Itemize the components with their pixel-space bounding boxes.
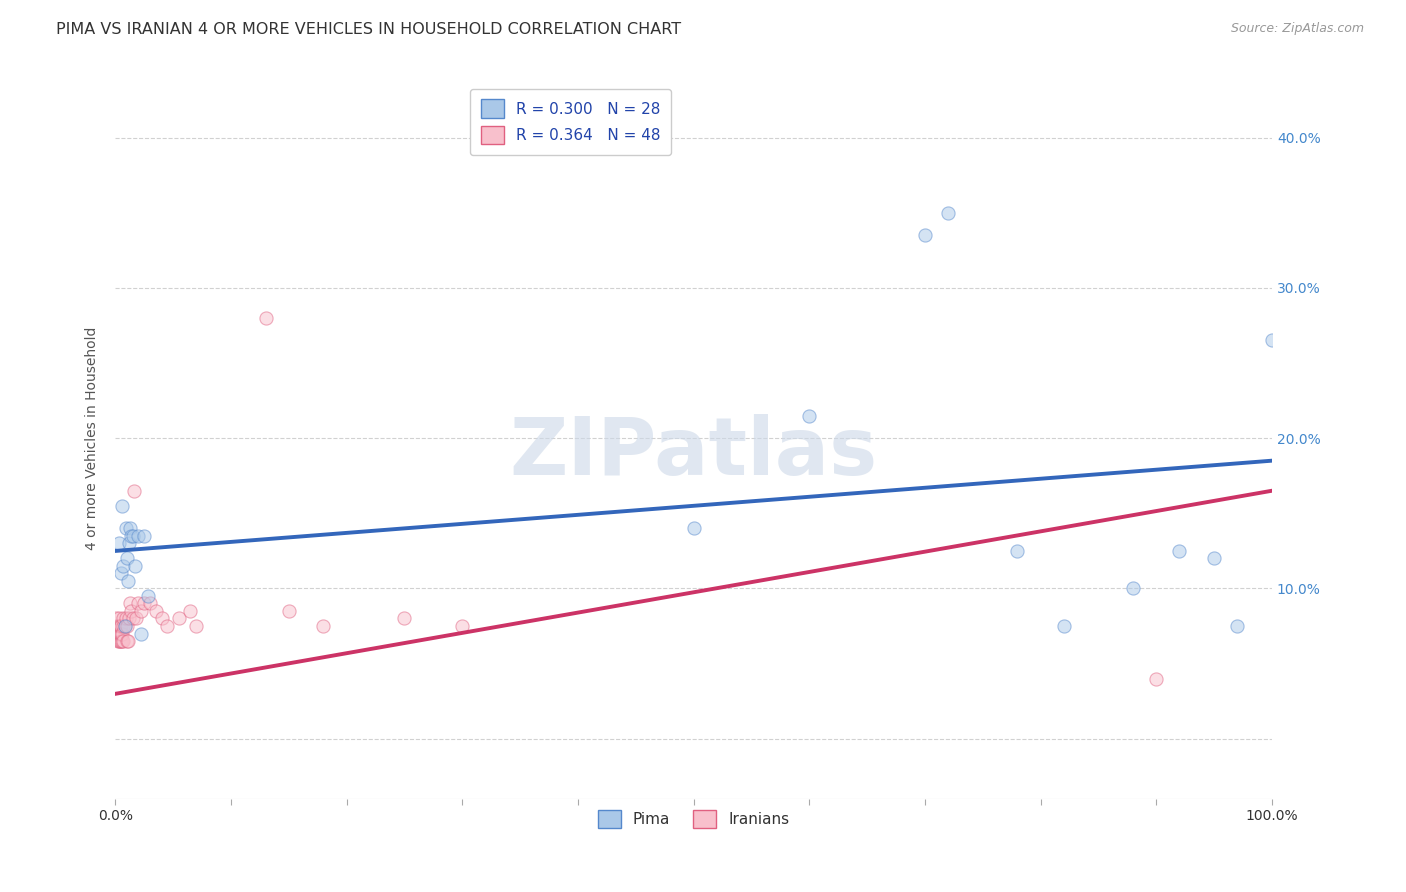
Point bbox=[1226, 619, 1249, 633]
Point bbox=[167, 611, 190, 625]
Point bbox=[134, 529, 156, 543]
Point bbox=[108, 634, 131, 648]
Point bbox=[114, 611, 136, 625]
Point bbox=[1144, 672, 1167, 686]
Point bbox=[129, 626, 152, 640]
Point bbox=[112, 619, 135, 633]
Point bbox=[451, 619, 474, 633]
Point bbox=[179, 604, 201, 618]
Point bbox=[110, 619, 132, 633]
Point bbox=[145, 604, 167, 618]
Point bbox=[110, 566, 132, 581]
Point bbox=[121, 604, 143, 618]
Point bbox=[107, 626, 129, 640]
Point bbox=[1204, 551, 1226, 566]
Point bbox=[107, 619, 129, 633]
Point bbox=[105, 626, 128, 640]
Point bbox=[117, 634, 139, 648]
Point bbox=[110, 626, 132, 640]
Point bbox=[136, 589, 159, 603]
Point bbox=[115, 634, 138, 648]
Point bbox=[277, 604, 299, 618]
Point bbox=[120, 597, 142, 611]
Point bbox=[120, 521, 142, 535]
Point bbox=[107, 536, 129, 550]
Point bbox=[914, 228, 936, 243]
Point bbox=[122, 483, 145, 498]
Point bbox=[118, 611, 141, 625]
Point bbox=[110, 634, 132, 648]
Point bbox=[111, 626, 134, 640]
Point bbox=[125, 611, 148, 625]
Point bbox=[121, 529, 143, 543]
Point bbox=[124, 558, 146, 573]
Point bbox=[107, 619, 129, 633]
Point bbox=[114, 619, 136, 633]
Point bbox=[105, 611, 128, 625]
Point bbox=[107, 634, 129, 648]
Point bbox=[115, 619, 138, 633]
Point bbox=[394, 611, 416, 625]
Point bbox=[112, 611, 135, 625]
Point bbox=[799, 409, 821, 423]
Point bbox=[121, 611, 143, 625]
Point bbox=[1053, 619, 1076, 633]
Point bbox=[107, 626, 129, 640]
Point bbox=[115, 551, 138, 566]
Point bbox=[114, 619, 136, 633]
Point bbox=[121, 529, 143, 543]
Point bbox=[114, 521, 136, 535]
Point bbox=[112, 558, 135, 573]
Point bbox=[1122, 582, 1144, 596]
Point bbox=[1261, 334, 1284, 348]
Point bbox=[156, 619, 179, 633]
Point bbox=[127, 529, 149, 543]
Y-axis label: 4 or more Vehicles in Household: 4 or more Vehicles in Household bbox=[86, 326, 100, 549]
Point bbox=[936, 205, 959, 219]
Point bbox=[186, 619, 208, 633]
Point bbox=[312, 619, 335, 633]
Point bbox=[111, 499, 134, 513]
Point bbox=[112, 634, 135, 648]
Point bbox=[107, 611, 129, 625]
Point bbox=[111, 634, 134, 648]
Legend: Pima, Iranians: Pima, Iranians bbox=[592, 804, 796, 835]
Point bbox=[139, 597, 162, 611]
Text: Source: ZipAtlas.com: Source: ZipAtlas.com bbox=[1230, 22, 1364, 36]
Point bbox=[105, 619, 128, 633]
Point bbox=[107, 634, 129, 648]
Text: ZIPatlas: ZIPatlas bbox=[509, 414, 877, 491]
Point bbox=[1007, 544, 1029, 558]
Point bbox=[150, 611, 173, 625]
Point bbox=[129, 604, 152, 618]
Text: PIMA VS IRANIAN 4 OR MORE VEHICLES IN HOUSEHOLD CORRELATION CHART: PIMA VS IRANIAN 4 OR MORE VEHICLES IN HO… bbox=[56, 22, 682, 37]
Point bbox=[117, 574, 139, 588]
Point bbox=[1168, 544, 1191, 558]
Point bbox=[134, 597, 156, 611]
Point bbox=[127, 597, 149, 611]
Point bbox=[108, 626, 131, 640]
Point bbox=[682, 521, 704, 535]
Point bbox=[254, 310, 277, 325]
Point bbox=[118, 536, 141, 550]
Point bbox=[108, 619, 131, 633]
